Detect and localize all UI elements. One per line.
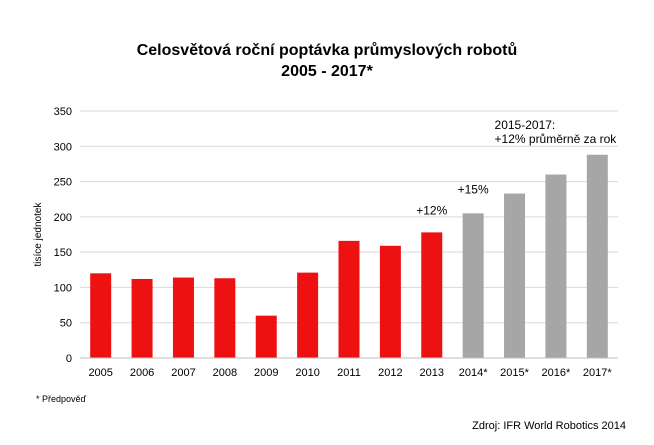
x-tick-label: 2012	[378, 367, 402, 379]
bar-2011	[338, 240, 360, 358]
x-tick-label: 2013	[420, 367, 444, 379]
x-tick-label: 2014*	[459, 367, 488, 379]
y-tick-label: 350	[54, 106, 72, 118]
chart-title-block: Celosvětová roční poptávka průmyslových …	[0, 40, 654, 82]
bar-2006	[131, 278, 153, 358]
x-tick-label: 2017*	[583, 367, 612, 379]
y-tick-label: 300	[54, 141, 72, 153]
x-tick-label: 2011	[337, 367, 361, 379]
y-tick-label: 100	[54, 282, 72, 294]
x-axis-ticks: 2005 2006 2007 2008 2009 2010 2011 2012 2013 2014…	[88, 367, 612, 379]
y-axis-ticks: 0 50 100 150 200 250 300 350	[54, 106, 72, 365]
bar-2009	[255, 315, 277, 358]
chart-subtitle: 2005 - 2017*	[281, 63, 373, 80]
y-tick-label: 200	[54, 212, 72, 224]
bars	[90, 154, 608, 358]
bar-2016-forecast	[545, 174, 567, 358]
bar-2010	[297, 272, 319, 358]
bar-2017-forecast	[586, 154, 608, 358]
bar-2012	[379, 245, 401, 358]
annotations: +12% +15% 2015-2017:+12% průměrně za rok	[416, 118, 617, 217]
footnote: * Předpověď	[36, 394, 87, 404]
gridlines	[80, 110, 618, 324]
y-axis-label: tisíce jednotek	[33, 202, 44, 267]
x-tick-label: 2015*	[500, 367, 529, 379]
bar-2005	[90, 273, 112, 358]
annotation-label: 2015-2017:	[495, 118, 556, 132]
chart-title: Celosvětová roční poptávka průmyslových …	[136, 42, 518, 59]
y-tick-label: 50	[60, 318, 72, 330]
x-tick-label: 2008	[213, 367, 237, 379]
x-tick-label: 2009	[254, 367, 278, 379]
x-tick-label: 2010	[295, 367, 319, 379]
x-tick-label: 2016*	[542, 367, 571, 379]
annotation-label: +12% průměrně za rok	[495, 132, 618, 146]
x-tick-label: 2007	[171, 367, 195, 379]
x-tick-label: 2006	[130, 367, 154, 379]
bar-2013	[421, 232, 443, 358]
bar-2015-forecast	[504, 193, 526, 358]
bar-2014-forecast	[462, 213, 484, 358]
y-tick-label: 250	[54, 177, 72, 189]
y-tick-label: 0	[66, 353, 72, 365]
source-note: Zdroj: IFR World Robotics 2014	[472, 420, 626, 432]
annotation-label: +15%	[458, 182, 489, 196]
y-tick-label: 150	[54, 247, 72, 259]
bar-2007	[172, 277, 194, 358]
annotation-label: +12%	[416, 203, 447, 217]
bar-2008	[214, 278, 236, 358]
x-tick-label: 2005	[88, 367, 112, 379]
